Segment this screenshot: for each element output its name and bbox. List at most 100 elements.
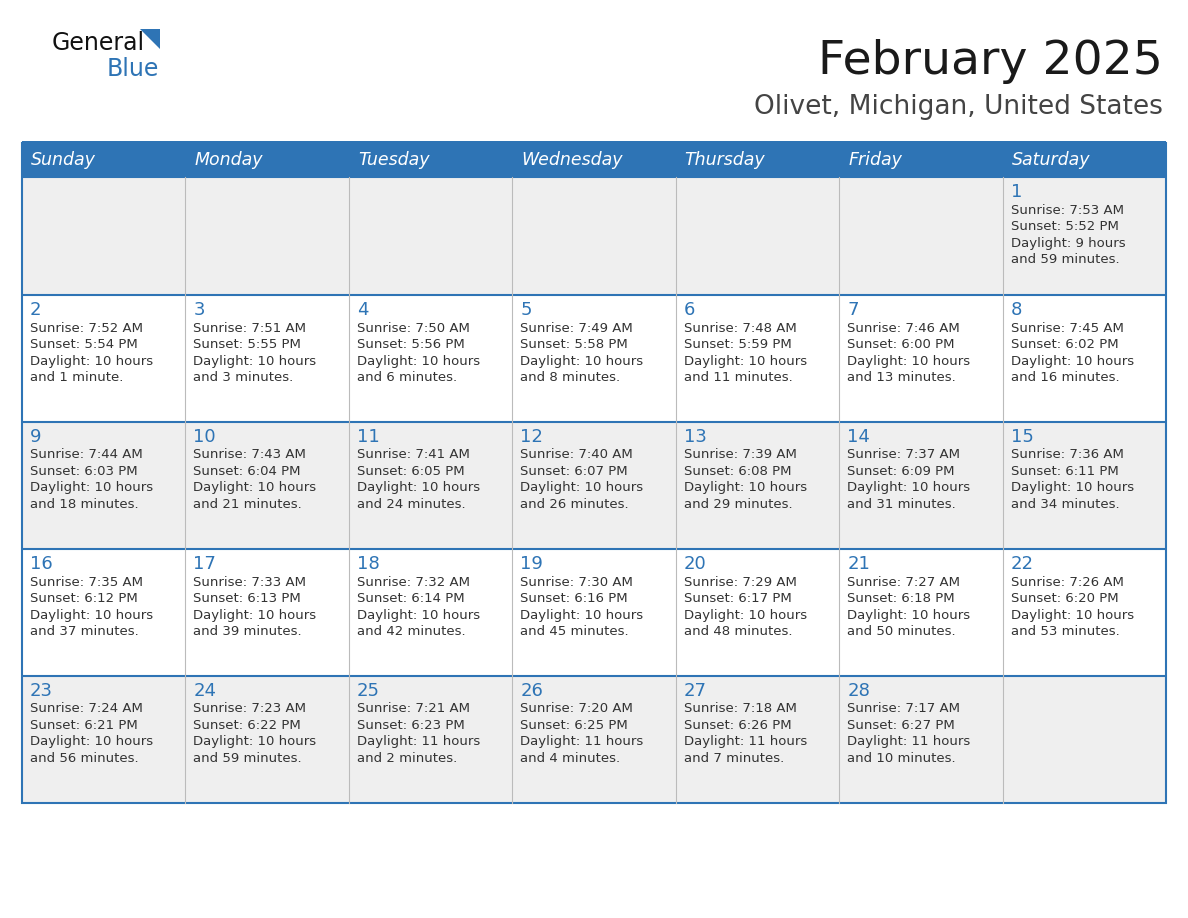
Text: Sunrise: 7:24 AM: Sunrise: 7:24 AM — [30, 702, 143, 715]
Text: Daylight: 10 hours: Daylight: 10 hours — [847, 354, 971, 367]
Text: Daylight: 11 hours: Daylight: 11 hours — [847, 735, 971, 748]
Text: and 6 minutes.: and 6 minutes. — [356, 371, 457, 384]
Text: Sunrise: 7:45 AM: Sunrise: 7:45 AM — [1011, 321, 1124, 334]
Text: Daylight: 10 hours: Daylight: 10 hours — [520, 609, 644, 621]
Bar — [1003, 422, 1165, 549]
Text: Daylight: 11 hours: Daylight: 11 hours — [684, 735, 807, 748]
Text: Sunset: 5:52 PM: Sunset: 5:52 PM — [1011, 220, 1118, 233]
Text: Sunset: 6:11 PM: Sunset: 6:11 PM — [1011, 465, 1118, 478]
Text: Monday: Monday — [195, 151, 263, 169]
Bar — [512, 177, 676, 295]
Text: Daylight: 11 hours: Daylight: 11 hours — [356, 735, 480, 748]
Text: Daylight: 10 hours: Daylight: 10 hours — [356, 609, 480, 621]
Text: 26: 26 — [520, 682, 543, 700]
Text: Daylight: 10 hours: Daylight: 10 hours — [847, 609, 971, 621]
Bar — [839, 177, 1003, 295]
Text: Sunset: 6:02 PM: Sunset: 6:02 PM — [1011, 338, 1118, 351]
Text: Sunrise: 7:44 AM: Sunrise: 7:44 AM — [30, 449, 143, 462]
Text: Sunrise: 7:17 AM: Sunrise: 7:17 AM — [847, 702, 960, 715]
Bar — [839, 676, 1003, 803]
Text: Tuesday: Tuesday — [358, 151, 429, 169]
Text: Sunrise: 7:51 AM: Sunrise: 7:51 AM — [194, 321, 307, 334]
Text: Sunrise: 7:52 AM: Sunrise: 7:52 AM — [30, 321, 143, 334]
Text: and 11 minutes.: and 11 minutes. — [684, 371, 792, 384]
Text: Sunset: 6:00 PM: Sunset: 6:00 PM — [847, 338, 955, 351]
Text: Daylight: 10 hours: Daylight: 10 hours — [194, 354, 316, 367]
Text: Daylight: 10 hours: Daylight: 10 hours — [194, 735, 316, 748]
Bar — [349, 177, 512, 295]
Text: Sunset: 6:03 PM: Sunset: 6:03 PM — [30, 465, 138, 478]
Bar — [23, 143, 185, 177]
Text: 5: 5 — [520, 301, 532, 319]
Text: Daylight: 10 hours: Daylight: 10 hours — [194, 609, 316, 621]
Text: Wednesday: Wednesday — [522, 151, 623, 169]
Text: 19: 19 — [520, 555, 543, 573]
Text: Sunset: 6:21 PM: Sunset: 6:21 PM — [30, 719, 138, 732]
Text: and 42 minutes.: and 42 minutes. — [356, 625, 466, 638]
Bar — [23, 143, 1165, 803]
Text: 1: 1 — [1011, 183, 1022, 201]
Text: Daylight: 10 hours: Daylight: 10 hours — [1011, 609, 1133, 621]
Bar — [512, 422, 676, 549]
Text: 10: 10 — [194, 428, 216, 446]
Text: Saturday: Saturday — [1011, 151, 1091, 169]
Text: Sunrise: 7:39 AM: Sunrise: 7:39 AM — [684, 449, 797, 462]
Text: Sunrise: 7:32 AM: Sunrise: 7:32 AM — [356, 576, 470, 588]
Bar — [23, 141, 1165, 144]
Text: 6: 6 — [684, 301, 695, 319]
Text: Sunrise: 7:48 AM: Sunrise: 7:48 AM — [684, 321, 796, 334]
Text: Daylight: 10 hours: Daylight: 10 hours — [30, 482, 153, 495]
Text: and 53 minutes.: and 53 minutes. — [1011, 625, 1119, 638]
Text: and 1 minute.: and 1 minute. — [30, 371, 124, 384]
Text: and 7 minutes.: and 7 minutes. — [684, 752, 784, 765]
Text: Daylight: 10 hours: Daylight: 10 hours — [684, 609, 807, 621]
Text: 21: 21 — [847, 555, 870, 573]
Text: General: General — [52, 31, 145, 55]
Text: Daylight: 10 hours: Daylight: 10 hours — [847, 482, 971, 495]
Text: Sunset: 6:14 PM: Sunset: 6:14 PM — [356, 592, 465, 605]
Bar — [676, 676, 839, 803]
Text: and 3 minutes.: and 3 minutes. — [194, 371, 293, 384]
Text: Sunrise: 7:40 AM: Sunrise: 7:40 AM — [520, 449, 633, 462]
Bar — [676, 549, 839, 676]
Text: Daylight: 10 hours: Daylight: 10 hours — [520, 482, 644, 495]
Text: and 50 minutes.: and 50 minutes. — [847, 625, 956, 638]
Text: and 45 minutes.: and 45 minutes. — [520, 625, 628, 638]
Text: Sunset: 5:55 PM: Sunset: 5:55 PM — [194, 338, 302, 351]
Text: Daylight: 10 hours: Daylight: 10 hours — [684, 354, 807, 367]
Text: Daylight: 10 hours: Daylight: 10 hours — [1011, 354, 1133, 367]
Text: Sunrise: 7:23 AM: Sunrise: 7:23 AM — [194, 702, 307, 715]
Bar — [185, 676, 349, 803]
Text: 18: 18 — [356, 555, 380, 573]
Text: and 8 minutes.: and 8 minutes. — [520, 371, 620, 384]
Text: and 2 minutes.: and 2 minutes. — [356, 752, 457, 765]
Bar — [23, 177, 185, 295]
Text: 8: 8 — [1011, 301, 1022, 319]
Bar — [512, 676, 676, 803]
Bar — [839, 422, 1003, 549]
Text: Daylight: 10 hours: Daylight: 10 hours — [30, 354, 153, 367]
Text: Sunset: 6:05 PM: Sunset: 6:05 PM — [356, 465, 465, 478]
Text: 24: 24 — [194, 682, 216, 700]
Text: Daylight: 10 hours: Daylight: 10 hours — [356, 354, 480, 367]
Text: Sunset: 6:08 PM: Sunset: 6:08 PM — [684, 465, 791, 478]
Bar — [185, 295, 349, 422]
Text: Sunset: 6:09 PM: Sunset: 6:09 PM — [847, 465, 955, 478]
Bar — [676, 422, 839, 549]
Bar — [185, 549, 349, 676]
Text: Sunrise: 7:46 AM: Sunrise: 7:46 AM — [847, 321, 960, 334]
Bar — [1003, 143, 1165, 177]
Text: Sunrise: 7:18 AM: Sunrise: 7:18 AM — [684, 702, 797, 715]
Text: Sunrise: 7:21 AM: Sunrise: 7:21 AM — [356, 702, 470, 715]
Text: Sunrise: 7:26 AM: Sunrise: 7:26 AM — [1011, 576, 1124, 588]
Text: Sunrise: 7:50 AM: Sunrise: 7:50 AM — [356, 321, 469, 334]
Text: Sunrise: 7:37 AM: Sunrise: 7:37 AM — [847, 449, 960, 462]
Text: Sunset: 6:07 PM: Sunset: 6:07 PM — [520, 465, 628, 478]
Bar — [839, 295, 1003, 422]
Text: 28: 28 — [847, 682, 870, 700]
Text: Sunset: 5:58 PM: Sunset: 5:58 PM — [520, 338, 628, 351]
Text: and 56 minutes.: and 56 minutes. — [30, 752, 139, 765]
Text: 2: 2 — [30, 301, 42, 319]
Text: Sunset: 5:56 PM: Sunset: 5:56 PM — [356, 338, 465, 351]
Text: 9: 9 — [30, 428, 42, 446]
